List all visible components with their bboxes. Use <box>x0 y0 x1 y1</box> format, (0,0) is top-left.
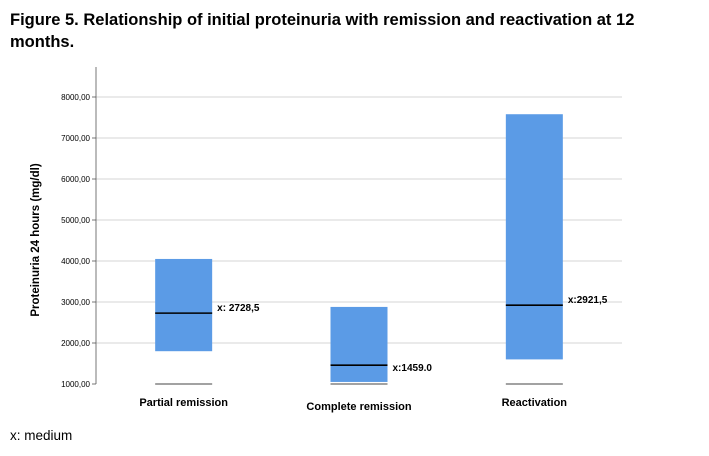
axes-layer <box>92 67 563 385</box>
median-label: x:2921,5 <box>568 295 608 306</box>
y-tick-label: 3000,00 <box>61 298 90 307</box>
y-tick-label: 5000,00 <box>61 216 90 225</box>
y-tick-label: 8000,00 <box>61 93 90 102</box>
median-label: x: 2728,5 <box>217 303 260 314</box>
y-tick-label: 4000,00 <box>61 257 90 266</box>
y-tick-label: 6000,00 <box>61 175 90 184</box>
bars-layer <box>155 114 563 382</box>
footnote: x: medium <box>10 428 73 443</box>
range-bar <box>155 258 213 352</box>
y-tick-label: 2000,00 <box>61 339 90 348</box>
labels-layer: 1000,00 2000,00 3000,00 4000,00 5000,00 6000,… <box>61 93 608 413</box>
y-axis-title: Proteinuria 24 hours (mg/dl) <box>30 163 42 317</box>
median-label: x:1459.0 <box>393 363 433 374</box>
range-bar <box>505 114 563 360</box>
figure-title: Figure 5. Relationship of initial protei… <box>10 11 635 51</box>
category-label: Reactivation <box>502 397 568 409</box>
range-bar <box>330 306 388 382</box>
y-tick-label: 1000,00 <box>61 380 90 389</box>
category-label: Partial remission <box>139 397 228 409</box>
category-label: Complete remission <box>306 401 411 413</box>
y-tick-label: 7000,00 <box>61 134 90 143</box>
